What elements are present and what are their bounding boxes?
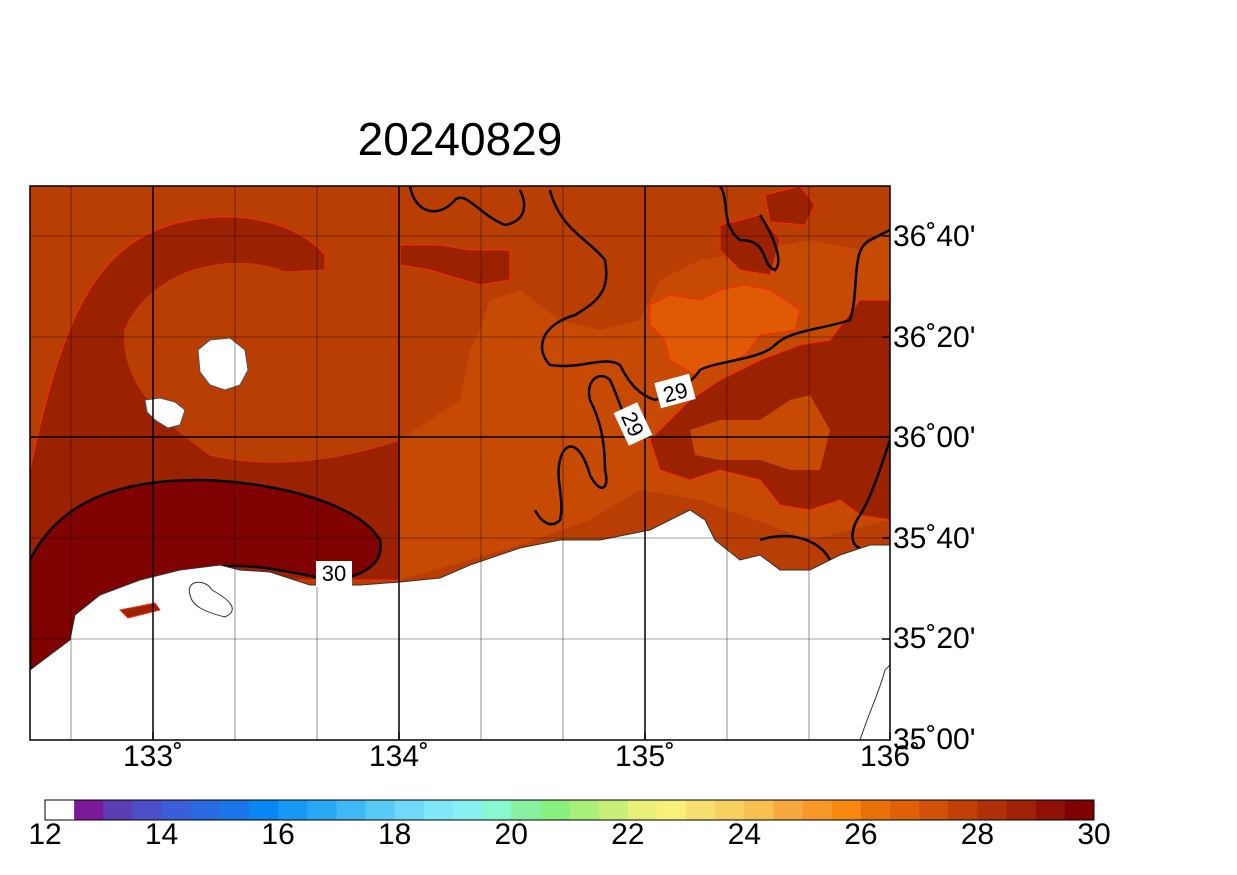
colorbar-tick-label: 16 — [261, 818, 295, 851]
lat-label: 35˚20' — [893, 622, 976, 655]
colorbar-tick-label: 30 — [1077, 818, 1111, 851]
sea-temp-region-28-inner — [124, 263, 406, 463]
colorbar-swatch — [715, 800, 745, 820]
sea-temp-region-29-north — [399, 244, 511, 286]
island-small — [144, 397, 186, 429]
map-title: 20240829 — [357, 113, 563, 165]
contour-label-29-a: 29 — [654, 373, 696, 409]
colorbar-swatch — [307, 800, 337, 820]
sea-temp-region-28-east-inner — [690, 395, 830, 470]
sea-temp-region-29-east — [649, 299, 890, 521]
colorbar-swatch — [744, 800, 774, 820]
colorbar-swatch — [977, 800, 1008, 820]
colorbar-swatch — [219, 800, 250, 820]
colorbar-swatch — [1064, 800, 1095, 820]
colorbar-swatch — [1035, 800, 1066, 820]
lon-label: 134˚ — [368, 740, 430, 773]
contour-29-a — [408, 186, 890, 402]
colorbar-swatch — [1006, 800, 1037, 820]
colorbar-swatch — [686, 800, 716, 820]
colorbar-tick-label: 28 — [960, 818, 995, 851]
colorbar-swatch — [161, 800, 192, 820]
colorbar-tick-label: 20 — [494, 818, 528, 851]
colorbar-swatch — [132, 800, 163, 820]
coast-east-outline — [859, 664, 890, 740]
colorbar-swatch — [656, 800, 687, 820]
colorbar-swatch — [423, 800, 454, 820]
colorbar-swatch — [627, 800, 658, 820]
colorbar-tick-label: 22 — [611, 818, 645, 851]
colorbar-swatch — [45, 800, 75, 820]
sea-temp-region-29-ne2 — [764, 186, 816, 226]
colorbar-tick-label: 12 — [28, 818, 62, 851]
land-main — [30, 509, 890, 740]
lon-label: 135˚ — [614, 740, 676, 773]
colorbar-swatch — [919, 800, 949, 820]
sea-temp-region-30 — [30, 478, 382, 672]
colorbar-swatch — [540, 800, 570, 820]
lat-label: 35˚40' — [893, 522, 976, 555]
colorbar-swatch — [394, 800, 425, 820]
lon-label: 133˚ — [122, 740, 184, 773]
lat-label: 35˚00' — [893, 723, 976, 756]
colorbar-swatch — [74, 800, 104, 820]
colorbar-swatch — [248, 800, 279, 820]
sea-temp-region-26 — [649, 284, 801, 376]
contour-29-d — [759, 439, 890, 561]
colorbar-swatch — [278, 800, 308, 820]
lat-label: 36˚40' — [893, 220, 976, 253]
contour-29-c — [718, 186, 780, 272]
contour-label-30: 30 — [316, 561, 352, 587]
map-ticks — [152, 235, 891, 740]
lon-label: 136˚ — [859, 740, 921, 773]
colorbar-swatch — [103, 800, 133, 820]
colorbar-swatch — [365, 800, 396, 820]
map-frame — [29, 185, 891, 741]
island-large — [197, 337, 249, 391]
lat-label: 36˚00' — [893, 421, 976, 454]
colorbar-swatch — [773, 800, 804, 820]
map-minor-gridlines — [30, 186, 890, 740]
colorbar-frame — [44, 799, 1095, 821]
colorbar-swatch — [569, 800, 600, 820]
map-gridlines — [30, 186, 890, 740]
colorbar-swatch — [190, 800, 221, 820]
colorbar-swatch — [511, 800, 541, 820]
contour-label-text: 30 — [322, 561, 346, 586]
colorbar-swatch — [948, 800, 978, 820]
colorbar-swatch — [336, 800, 367, 820]
colorbar-tick-label: 18 — [377, 818, 412, 851]
colorbar-swatch — [831, 800, 862, 820]
colorbar-swatch — [802, 800, 833, 820]
colorbar-swatch — [890, 800, 920, 820]
contour-29-b — [533, 374, 641, 526]
colorbar-swatch — [598, 800, 629, 820]
enclosed-warm-pool — [118, 602, 161, 619]
colorbar-tick-label: 24 — [727, 818, 762, 851]
colorbar-swatch — [482, 800, 512, 820]
lat-label: 36˚20' — [893, 321, 976, 354]
colorbar-tick-label: 14 — [144, 818, 179, 851]
inland-lake-outline — [188, 581, 233, 618]
colorbar-tick-label: 26 — [844, 818, 878, 851]
colorbar-swatch — [860, 800, 891, 820]
colorbar-swatch — [452, 800, 483, 820]
